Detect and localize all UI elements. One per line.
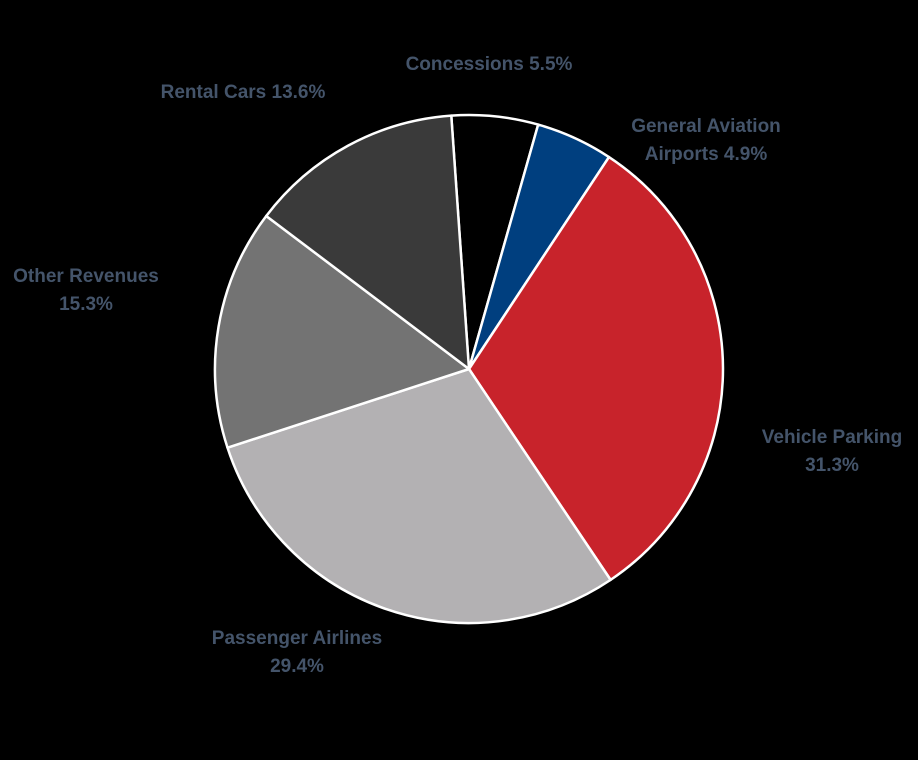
pie-slices <box>213 113 725 625</box>
pie-slice-passenger-airlines <box>226 367 612 625</box>
pie-slice-vehicle-parking <box>467 155 725 582</box>
pie-label-line: General Aviation <box>631 116 781 137</box>
pie-slice-rental-cars <box>265 114 471 371</box>
pie-labels: Concessions 5.5% General Aviation Airports… <box>13 54 902 677</box>
pie-label-line: Other Revenues <box>13 266 159 287</box>
pie-label-line: Passenger Airlines <box>212 628 382 649</box>
pie-label-rental-cars: Rental Cars 13.6% <box>161 82 326 103</box>
pie-label-passenger-airlines: Passenger Airlines 29.4% <box>212 628 382 677</box>
pie-label-line: Rental Cars 13.6% <box>161 82 326 103</box>
pie-label-line: 15.3% <box>59 294 113 315</box>
pie-label-line: 31.3% <box>805 455 859 476</box>
pie-label-vehicle-parking: Vehicle Parking 31.3% <box>762 427 902 476</box>
pie-label-line: Concessions 5.5% <box>406 54 573 75</box>
pie-label-concessions: Concessions 5.5% <box>406 54 573 75</box>
pie-label-line: 29.4% <box>270 656 324 677</box>
pie-slice-other-revenues <box>213 214 471 449</box>
pie-label-other-revenues: Other Revenues 15.3% <box>13 266 159 315</box>
pie-label-line: Vehicle Parking <box>762 427 902 448</box>
pie-label-general-aviation-airports: General Aviation Airports 4.9% <box>631 116 781 165</box>
pie-label-line: Airports 4.9% <box>645 144 768 165</box>
